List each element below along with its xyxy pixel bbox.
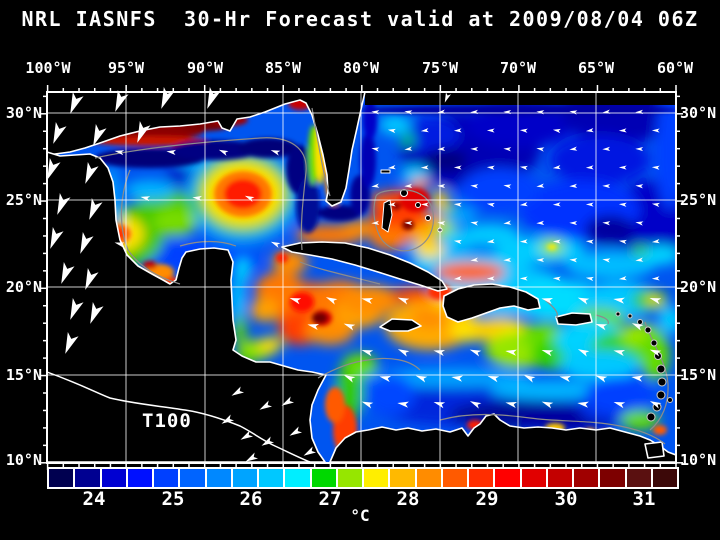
lat-tick-label: 15°N [5, 366, 42, 384]
colorbar-cell [600, 469, 625, 487]
colorbar-cell [390, 469, 415, 487]
land-north-america-florida [48, 93, 366, 207]
axis-ticks [40, 85, 683, 470]
colorbar-cell [469, 469, 494, 487]
colorbar-tick: 29 [475, 488, 499, 510]
lon-tick-label: 75°W [421, 59, 459, 77]
island-jamaica [379, 318, 422, 332]
colorbar-cell [101, 469, 126, 487]
colorbar-cell [574, 469, 599, 487]
island-trinidad [644, 441, 665, 459]
colorbar-cell [49, 469, 74, 487]
colorbar-cell [626, 469, 651, 487]
colorbar-cell [364, 469, 389, 487]
colorbar-cell [521, 469, 546, 487]
lat-tick-label: 30°N [680, 104, 717, 122]
page-title: NRL IASNFS 30-Hr Forecast valid at 2009/… [21, 7, 699, 31]
islands-bahamas [380, 169, 443, 233]
lon-tick-label: 80°W [342, 59, 380, 77]
colorbar-tick: 24 [82, 488, 106, 510]
lon-tick-label: 100°W [25, 59, 71, 77]
colorbar-tick: 31 [632, 488, 656, 510]
colorbar-cell [652, 469, 677, 487]
island-puerto-rico [555, 312, 593, 326]
colorbar-cell [259, 469, 284, 487]
colorbar-cell [232, 469, 257, 487]
colorbar-cell [75, 469, 100, 487]
lon-tick-label: 60°W [656, 59, 694, 77]
colorbar-tick: 25 [161, 488, 185, 510]
lon-tick-label: 85°W [264, 59, 302, 77]
island-hispaniola [442, 283, 541, 323]
colorbar-cell [180, 469, 205, 487]
lon-tick-label: 65°W [577, 59, 615, 77]
colorbar-cell [285, 469, 310, 487]
colorbar-cell [206, 469, 231, 487]
lat-tick-label: 10°N [680, 451, 717, 469]
lat-tick-label: 20°N [680, 278, 717, 296]
lon-tick-label: 95°W [107, 59, 145, 77]
colorbar-unit: °C [350, 506, 370, 525]
colorbar-tick: 27 [318, 488, 342, 510]
lat-tick-label: 15°N [680, 366, 717, 384]
lat-tick-label: 30°N [5, 104, 42, 122]
pacific-coastline [48, 371, 311, 462]
lon-tick-label: 90°W [186, 59, 224, 77]
colorbar-tick: 28 [396, 488, 420, 510]
colorbar-tick: 30 [554, 488, 578, 510]
colorbar-cell [337, 469, 362, 487]
lat-tick-label: 25°N [680, 191, 717, 209]
lat-tick-label: 10°N [5, 451, 42, 469]
colorbar-cell [547, 469, 572, 487]
colorbar-cell [442, 469, 467, 487]
field-label: T100 [142, 410, 192, 432]
bathymetry-contours [94, 107, 669, 445]
colorbar-tick-labels: 24 25 26 27 28 29 30 31 [0, 488, 720, 510]
colorbar-tick: 26 [239, 488, 263, 510]
colorbar-cell [311, 469, 336, 487]
colorbar-cell [154, 469, 179, 487]
land-south-america [329, 413, 675, 462]
colorbar-cell [495, 469, 520, 487]
island-cuba [281, 241, 448, 292]
graticule-grid [47, 92, 676, 463]
colorbar-cell [416, 469, 441, 487]
lat-tick-label: 25°N [5, 191, 42, 209]
lat-tick-label: 20°N [5, 278, 42, 296]
land-layer [48, 93, 675, 462]
colorbar [47, 467, 679, 489]
colorbar-cell [127, 469, 152, 487]
lon-tick-label: 70°W [499, 59, 537, 77]
